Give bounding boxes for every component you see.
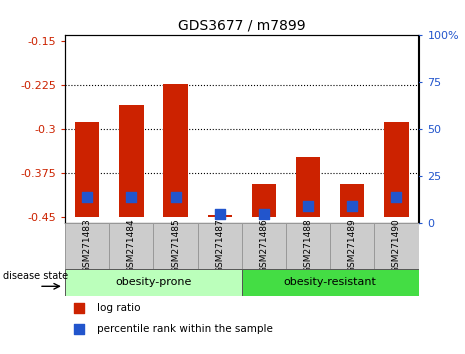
Text: percentile rank within the sample: percentile rank within the sample [97, 324, 273, 334]
Bar [340, 184, 365, 217]
Title: GDS3677 / m7899: GDS3677 / m7899 [178, 19, 306, 33]
Bar [242, 269, 418, 296]
Text: obesity-resistant: obesity-resistant [284, 277, 377, 287]
Text: disease state: disease state [3, 272, 68, 281]
Text: GSM271485: GSM271485 [171, 219, 180, 273]
Text: GSM271489: GSM271489 [348, 219, 357, 273]
Bar [296, 157, 320, 217]
Bar [109, 223, 153, 269]
Text: GSM271483: GSM271483 [83, 219, 92, 273]
Point [260, 211, 267, 217]
Point [83, 194, 91, 200]
Text: GSM271484: GSM271484 [127, 219, 136, 273]
Bar [242, 223, 286, 269]
Bar [198, 223, 242, 269]
Text: GSM271490: GSM271490 [392, 219, 401, 273]
Point [127, 194, 135, 200]
Bar [65, 223, 109, 269]
Point [304, 203, 312, 209]
Bar [153, 223, 198, 269]
Point [216, 211, 223, 217]
Point [348, 203, 356, 209]
Bar [119, 104, 144, 217]
Point [75, 306, 83, 311]
Bar [75, 121, 100, 217]
Point [392, 194, 400, 200]
Bar [163, 84, 188, 217]
Text: obesity-prone: obesity-prone [115, 277, 192, 287]
Text: GSM271487: GSM271487 [215, 219, 224, 273]
Text: log ratio: log ratio [97, 303, 140, 314]
Bar [374, 223, 419, 269]
Bar [384, 121, 409, 217]
Point [75, 326, 83, 332]
Bar [252, 184, 276, 217]
Bar [207, 215, 232, 217]
Bar [286, 223, 330, 269]
Point [172, 194, 179, 200]
Bar [65, 269, 242, 296]
Bar [330, 223, 374, 269]
Text: GSM271488: GSM271488 [304, 219, 312, 273]
Text: GSM271486: GSM271486 [259, 219, 268, 273]
